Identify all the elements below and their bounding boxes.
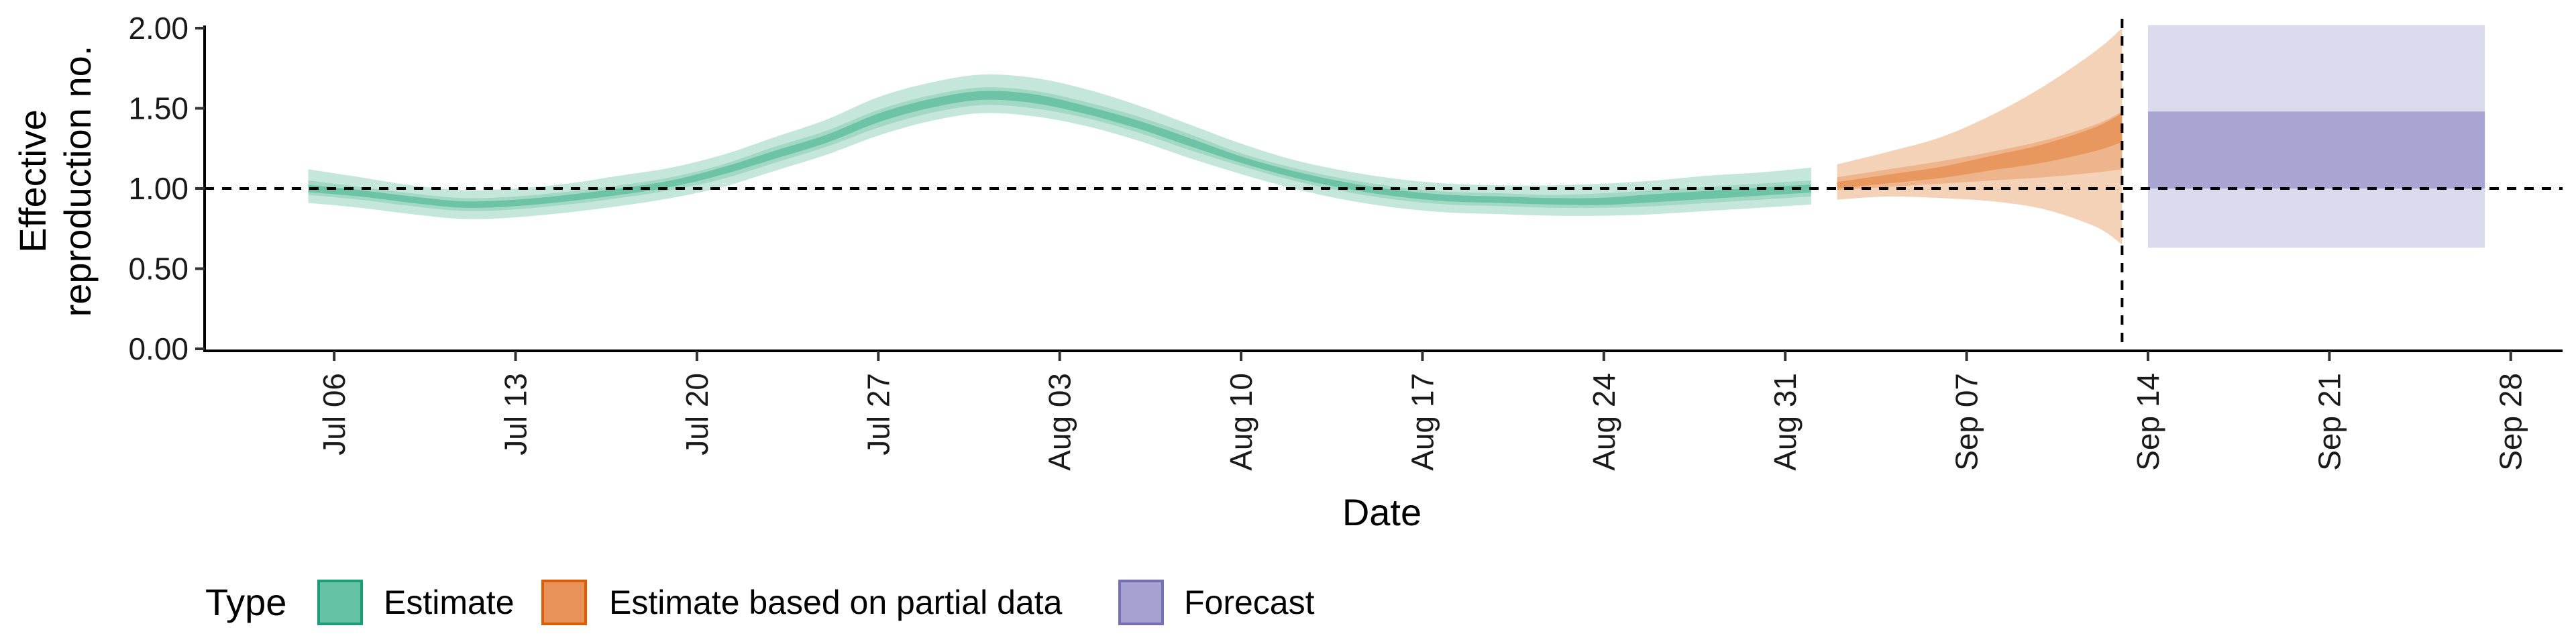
x-tick-label: Jul 20 xyxy=(680,373,714,455)
y-tick-label: 2.00 xyxy=(128,11,189,46)
x-tick-label: Aug 24 xyxy=(1587,373,1621,471)
x-tick-label: Aug 31 xyxy=(1768,373,1803,471)
legend-key-partial xyxy=(541,580,587,625)
y-tick-layer: 0.00 0.50 1.00 1.50 2.00 xyxy=(128,11,205,366)
x-tick-layer: Jul 06 Jul 13 Jul 20 Jul 27 Aug 03 Aug 10 Aug … xyxy=(317,351,2528,471)
y-axis-title-line-2: reproduction no. xyxy=(56,46,99,317)
x-axis-title: Date xyxy=(1342,491,1421,533)
y-tick-label: 1.50 xyxy=(128,91,189,125)
x-tick-label: Aug 10 xyxy=(1224,373,1258,471)
x-tick-label: Sep 21 xyxy=(2312,373,2347,471)
estimate-band-median xyxy=(308,91,1811,208)
y-tick-label: 0.00 xyxy=(128,331,189,366)
x-tick-label: Sep 07 xyxy=(1949,373,1984,471)
forecast-band-inner xyxy=(2148,111,2485,189)
partial-band-outer xyxy=(1837,28,2123,245)
x-tick-label: Aug 17 xyxy=(1405,373,1440,471)
partial-band-inner xyxy=(1837,111,2123,191)
x-tick-label: Sep 14 xyxy=(2131,373,2165,471)
y-axis-title-line-1: Effective xyxy=(11,109,54,253)
partial-band-median xyxy=(1837,113,2123,189)
y-tick-label: 0.50 xyxy=(128,251,189,286)
legend-label-partial: Estimate based on partial data xyxy=(609,584,1063,621)
band-layer xyxy=(308,25,2485,248)
x-tick-label: Sep 28 xyxy=(2493,373,2528,471)
x-tick-label: Jul 13 xyxy=(498,373,533,455)
legend-key-forecast xyxy=(1118,580,1164,625)
legend-label-estimate: Estimate xyxy=(384,584,515,621)
x-tick-label: Jul 27 xyxy=(861,373,896,455)
y-tick-label: 1.00 xyxy=(128,171,189,206)
legend-label-forecast: Forecast xyxy=(1184,584,1315,621)
legend-title: Type xyxy=(205,581,286,623)
x-tick-label: Jul 06 xyxy=(317,373,352,455)
reference-line-layer xyxy=(205,19,2563,349)
legend-key-estimate xyxy=(317,580,363,625)
x-tick-label: Aug 03 xyxy=(1042,373,1077,471)
legend: Type Estimate Estimate based on partial … xyxy=(205,580,1315,625)
